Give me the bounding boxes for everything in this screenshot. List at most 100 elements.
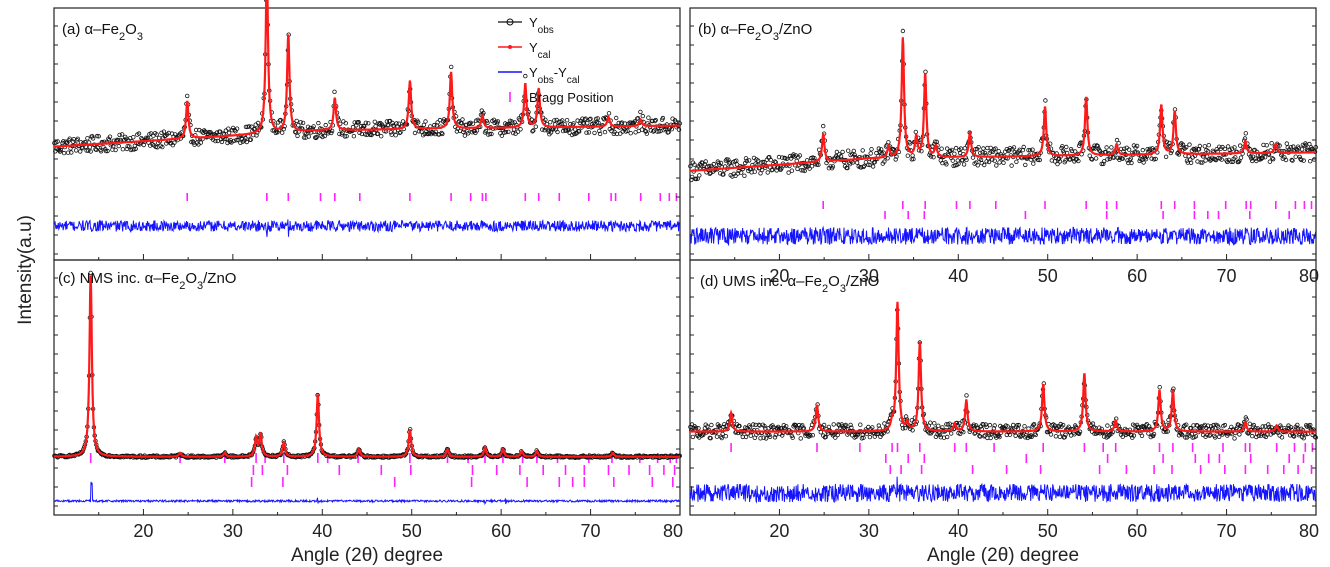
obs-point <box>913 129 918 135</box>
obs-point <box>956 161 961 166</box>
obs-point <box>1219 157 1224 162</box>
obs-point <box>982 162 987 168</box>
obs-point <box>1043 98 1048 103</box>
obs-point <box>73 148 79 153</box>
obs-point <box>67 136 72 141</box>
obs-point <box>772 159 778 164</box>
x-tick-label: 20 <box>769 266 789 286</box>
obs-point <box>439 130 444 136</box>
obs-point <box>997 434 1002 440</box>
obs-point <box>986 159 992 165</box>
obs-point <box>460 117 465 122</box>
obs-point <box>791 152 796 157</box>
obs-point <box>708 170 713 176</box>
obs-point <box>172 140 177 145</box>
obs-point <box>1181 145 1186 150</box>
obs-point <box>523 73 528 79</box>
obs-point <box>246 124 252 129</box>
obs-point <box>213 138 218 144</box>
x-tick-label: 50 <box>1038 266 1058 286</box>
obs-point <box>1183 435 1188 440</box>
obs-point <box>1151 431 1157 437</box>
obs-point <box>1270 156 1276 162</box>
obs-point <box>423 119 428 124</box>
obs-point <box>1066 424 1071 429</box>
obs-point <box>161 129 167 134</box>
obs-point <box>1035 157 1041 163</box>
obs-point <box>879 147 884 152</box>
obs-point <box>910 153 915 158</box>
obs-point <box>571 121 576 126</box>
obs-point <box>90 134 95 139</box>
obs-point <box>651 129 656 134</box>
obs-point <box>506 129 511 134</box>
x-tick-label: 30 <box>223 521 243 541</box>
obs-point <box>845 165 850 171</box>
obs-point <box>595 116 600 121</box>
obs-point <box>489 131 494 137</box>
obs-point <box>1293 154 1298 159</box>
obs-point <box>1313 144 1318 150</box>
obs-point <box>1307 158 1313 164</box>
panel-d-title: (d) UMS inc. α–Fe2O3/ZnO <box>700 273 879 295</box>
obs-point <box>1249 433 1255 439</box>
x-tick-label: 70 <box>1217 521 1237 541</box>
obs-point <box>116 143 121 149</box>
obs-point <box>1262 424 1268 429</box>
legend-label: Bragg Position <box>529 90 614 105</box>
obs-point <box>391 123 396 128</box>
obs-point <box>1029 434 1034 439</box>
obs-point <box>1169 148 1174 154</box>
obs-point <box>226 126 231 131</box>
obs-point <box>1183 145 1189 150</box>
obs-point <box>765 170 770 175</box>
obs-point <box>1165 429 1170 434</box>
obs-point <box>1068 157 1073 162</box>
obs-point <box>690 434 696 440</box>
obs-point <box>1290 158 1295 163</box>
obs-point <box>992 423 997 428</box>
obs-point <box>133 146 138 151</box>
obs-point <box>1063 432 1068 437</box>
obs-point <box>606 111 612 116</box>
obs-point <box>1233 155 1238 160</box>
diff-line-b <box>689 225 1317 247</box>
obs-point <box>905 153 910 158</box>
obs-point <box>840 149 845 155</box>
x-tick-label: 20 <box>769 521 789 541</box>
x-tick-label: 50 <box>1038 521 1058 541</box>
obs-point <box>1242 136 1248 141</box>
diff-line-c <box>53 481 680 505</box>
obs-point <box>485 120 490 125</box>
obs-point <box>858 422 863 427</box>
obs-point <box>474 128 480 133</box>
obs-point <box>1023 162 1028 168</box>
obs-point <box>548 119 553 125</box>
obs-point <box>919 148 924 154</box>
obs-point <box>703 159 708 164</box>
obs-point <box>1232 145 1237 150</box>
obs-point <box>614 115 619 121</box>
obs-point <box>932 421 937 426</box>
obs-point <box>802 168 807 174</box>
obs-point <box>957 421 962 426</box>
obs-point <box>1104 145 1109 150</box>
obs-point <box>281 126 286 132</box>
obs-point <box>842 423 848 428</box>
legend-label: Yobs <box>529 15 554 36</box>
legend: Yobs Ycal Yobs-Ycal Bragg Position <box>498 15 614 105</box>
obs-point <box>449 64 454 70</box>
obs-point <box>804 164 809 169</box>
obs-point <box>1171 386 1176 391</box>
obs-point <box>1267 159 1273 164</box>
obs-point <box>1245 431 1251 436</box>
obs-point <box>343 120 348 126</box>
x-axis-label-left: Angle (2θ) degree <box>291 545 443 566</box>
obs-point <box>961 162 967 167</box>
obs-point <box>652 118 658 124</box>
obs-point <box>1207 433 1212 438</box>
obs-point <box>876 423 881 428</box>
obs-point <box>1179 432 1185 438</box>
obs-point <box>393 132 398 138</box>
obs-point <box>198 140 204 145</box>
